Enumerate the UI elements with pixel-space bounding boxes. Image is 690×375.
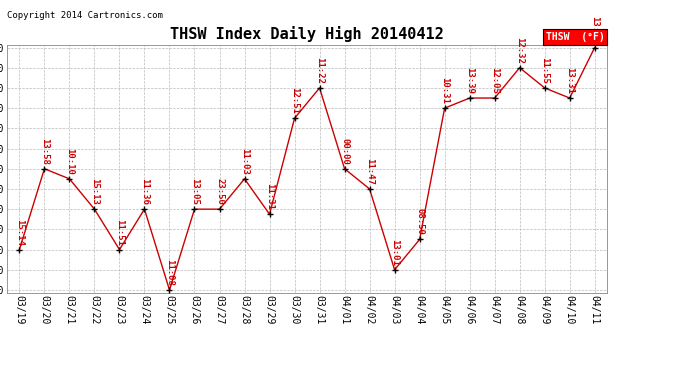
Text: 10:10: 10:10 (65, 148, 74, 175)
Text: 23:50: 23:50 (215, 178, 224, 205)
Text: 13:58: 13:58 (40, 138, 49, 165)
Text: 11:03: 11:03 (240, 148, 249, 175)
Text: 12:32: 12:32 (515, 37, 524, 64)
Text: 13:05: 13:05 (190, 178, 199, 205)
Text: 11:08: 11:08 (165, 259, 174, 286)
Text: 08:50: 08:50 (415, 209, 424, 235)
Title: THSW Index Daily High 20140412: THSW Index Daily High 20140412 (170, 27, 444, 42)
Text: 11:47: 11:47 (365, 158, 374, 185)
Text: 12:05: 12:05 (490, 67, 499, 94)
Text: 13:31: 13:31 (565, 67, 574, 94)
Text: THSW  (°F): THSW (°F) (546, 32, 604, 42)
Text: 13:46: 13:46 (590, 16, 599, 44)
Text: 11:36: 11:36 (140, 178, 149, 205)
Text: 13:01: 13:01 (390, 239, 399, 266)
Text: 15:14: 15:14 (15, 219, 24, 245)
Text: 11:31: 11:31 (265, 183, 274, 210)
Text: 10:31: 10:31 (440, 77, 449, 104)
Text: 11:51: 11:51 (115, 219, 124, 245)
Text: 00:00: 00:00 (340, 138, 349, 165)
Text: 11:55: 11:55 (540, 57, 549, 84)
Text: 15:13: 15:13 (90, 178, 99, 205)
Text: 11:22: 11:22 (315, 57, 324, 84)
Text: Copyright 2014 Cartronics.com: Copyright 2014 Cartronics.com (7, 11, 163, 20)
Text: 13:39: 13:39 (465, 67, 474, 94)
Text: 12:51: 12:51 (290, 87, 299, 114)
